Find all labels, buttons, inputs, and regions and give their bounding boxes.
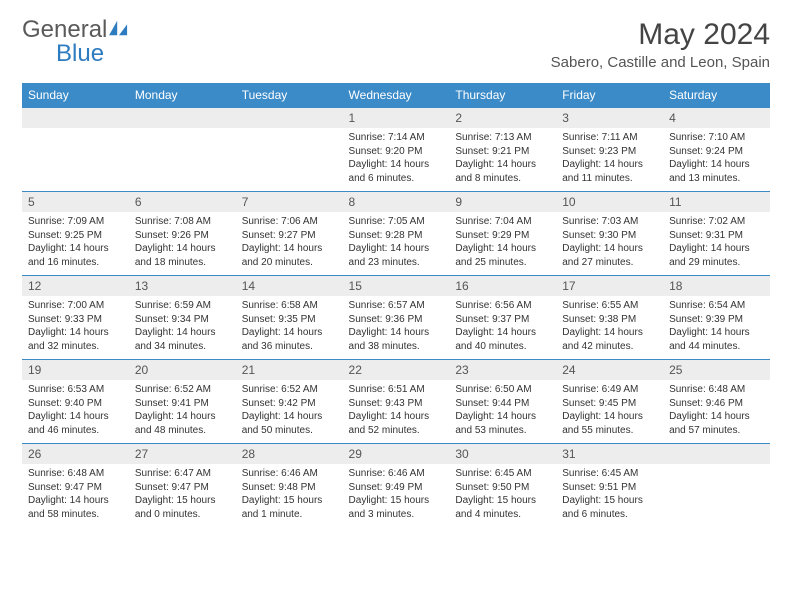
info-row: Sunrise: 6:53 AMSunset: 9:40 PMDaylight:… xyxy=(22,380,770,444)
day-number xyxy=(663,444,770,465)
daynum-row: 262728293031 xyxy=(22,444,770,465)
daynum-row: 12131415161718 xyxy=(22,276,770,297)
day-number: 3 xyxy=(556,108,663,129)
logo: GeneralBlue xyxy=(22,18,129,66)
day-number: 5 xyxy=(22,192,129,213)
weekday-header: Friday xyxy=(556,83,663,108)
day-info xyxy=(663,464,770,527)
day-number: 17 xyxy=(556,276,663,297)
day-number: 10 xyxy=(556,192,663,213)
info-row: Sunrise: 6:48 AMSunset: 9:47 PMDaylight:… xyxy=(22,464,770,527)
day-number: 12 xyxy=(22,276,129,297)
title-block: May 2024 Sabero, Castille and Leon, Spai… xyxy=(551,18,770,71)
day-number: 21 xyxy=(236,360,343,381)
day-number: 1 xyxy=(343,108,450,129)
location-text: Sabero, Castille and Leon, Spain xyxy=(551,54,770,71)
day-number: 8 xyxy=(343,192,450,213)
day-info: Sunrise: 6:48 AMSunset: 9:46 PMDaylight:… xyxy=(663,380,770,444)
day-info: Sunrise: 6:55 AMSunset: 9:38 PMDaylight:… xyxy=(556,296,663,360)
day-number: 9 xyxy=(449,192,556,213)
day-info: Sunrise: 6:57 AMSunset: 9:36 PMDaylight:… xyxy=(343,296,450,360)
day-info: Sunrise: 7:08 AMSunset: 9:26 PMDaylight:… xyxy=(129,212,236,276)
day-info: Sunrise: 7:04 AMSunset: 9:29 PMDaylight:… xyxy=(449,212,556,276)
day-info: Sunrise: 7:13 AMSunset: 9:21 PMDaylight:… xyxy=(449,128,556,192)
day-info: Sunrise: 6:49 AMSunset: 9:45 PMDaylight:… xyxy=(556,380,663,444)
day-number: 11 xyxy=(663,192,770,213)
day-number: 28 xyxy=(236,444,343,465)
day-info: Sunrise: 6:45 AMSunset: 9:51 PMDaylight:… xyxy=(556,464,663,527)
daynum-row: 19202122232425 xyxy=(22,360,770,381)
day-info: Sunrise: 7:02 AMSunset: 9:31 PMDaylight:… xyxy=(663,212,770,276)
day-number: 30 xyxy=(449,444,556,465)
day-number: 4 xyxy=(663,108,770,129)
day-info: Sunrise: 7:00 AMSunset: 9:33 PMDaylight:… xyxy=(22,296,129,360)
weekday-header: Saturday xyxy=(663,83,770,108)
day-number: 14 xyxy=(236,276,343,297)
day-number: 27 xyxy=(129,444,236,465)
day-info: Sunrise: 6:46 AMSunset: 9:48 PMDaylight:… xyxy=(236,464,343,527)
logo-sail-icon xyxy=(109,18,129,42)
weekday-header: Monday xyxy=(129,83,236,108)
logo-text-general: General xyxy=(22,16,107,43)
day-info xyxy=(236,128,343,192)
day-number: 24 xyxy=(556,360,663,381)
day-number: 16 xyxy=(449,276,556,297)
day-info: Sunrise: 6:53 AMSunset: 9:40 PMDaylight:… xyxy=(22,380,129,444)
calendar-table: Sunday Monday Tuesday Wednesday Thursday… xyxy=(22,83,770,527)
daynum-row: 1234 xyxy=(22,108,770,129)
info-row: Sunrise: 7:00 AMSunset: 9:33 PMDaylight:… xyxy=(22,296,770,360)
weekday-header: Sunday xyxy=(22,83,129,108)
day-number: 23 xyxy=(449,360,556,381)
day-info: Sunrise: 6:54 AMSunset: 9:39 PMDaylight:… xyxy=(663,296,770,360)
day-number: 22 xyxy=(343,360,450,381)
day-info: Sunrise: 6:48 AMSunset: 9:47 PMDaylight:… xyxy=(22,464,129,527)
day-number: 13 xyxy=(129,276,236,297)
day-info xyxy=(22,128,129,192)
day-number: 2 xyxy=(449,108,556,129)
weekday-header: Wednesday xyxy=(343,83,450,108)
day-number xyxy=(22,108,129,129)
day-info: Sunrise: 7:14 AMSunset: 9:20 PMDaylight:… xyxy=(343,128,450,192)
day-number: 15 xyxy=(343,276,450,297)
day-info: Sunrise: 6:59 AMSunset: 9:34 PMDaylight:… xyxy=(129,296,236,360)
weekday-header-row: Sunday Monday Tuesday Wednesday Thursday… xyxy=(22,83,770,108)
day-info: Sunrise: 7:05 AMSunset: 9:28 PMDaylight:… xyxy=(343,212,450,276)
day-number: 7 xyxy=(236,192,343,213)
day-number: 20 xyxy=(129,360,236,381)
day-info: Sunrise: 7:09 AMSunset: 9:25 PMDaylight:… xyxy=(22,212,129,276)
day-number xyxy=(236,108,343,129)
weekday-header: Thursday xyxy=(449,83,556,108)
day-info: Sunrise: 6:47 AMSunset: 9:47 PMDaylight:… xyxy=(129,464,236,527)
day-info: Sunrise: 7:11 AMSunset: 9:23 PMDaylight:… xyxy=(556,128,663,192)
day-info: Sunrise: 7:10 AMSunset: 9:24 PMDaylight:… xyxy=(663,128,770,192)
day-info: Sunrise: 6:51 AMSunset: 9:43 PMDaylight:… xyxy=(343,380,450,444)
day-number: 29 xyxy=(343,444,450,465)
header: GeneralBlue May 2024 Sabero, Castille an… xyxy=(22,18,770,71)
daynum-row: 567891011 xyxy=(22,192,770,213)
day-info: Sunrise: 6:50 AMSunset: 9:44 PMDaylight:… xyxy=(449,380,556,444)
day-info xyxy=(129,128,236,192)
day-info: Sunrise: 6:46 AMSunset: 9:49 PMDaylight:… xyxy=(343,464,450,527)
weekday-header: Tuesday xyxy=(236,83,343,108)
month-title: May 2024 xyxy=(551,18,770,52)
day-number: 25 xyxy=(663,360,770,381)
info-row: Sunrise: 7:14 AMSunset: 9:20 PMDaylight:… xyxy=(22,128,770,192)
day-info: Sunrise: 7:06 AMSunset: 9:27 PMDaylight:… xyxy=(236,212,343,276)
logo-text-blue: Blue xyxy=(56,40,104,67)
day-info: Sunrise: 6:52 AMSunset: 9:41 PMDaylight:… xyxy=(129,380,236,444)
day-number: 6 xyxy=(129,192,236,213)
day-info: Sunrise: 6:56 AMSunset: 9:37 PMDaylight:… xyxy=(449,296,556,360)
day-number: 19 xyxy=(22,360,129,381)
day-info: Sunrise: 7:03 AMSunset: 9:30 PMDaylight:… xyxy=(556,212,663,276)
day-number: 18 xyxy=(663,276,770,297)
info-row: Sunrise: 7:09 AMSunset: 9:25 PMDaylight:… xyxy=(22,212,770,276)
day-info: Sunrise: 6:58 AMSunset: 9:35 PMDaylight:… xyxy=(236,296,343,360)
day-number: 26 xyxy=(22,444,129,465)
day-number xyxy=(129,108,236,129)
day-info: Sunrise: 6:45 AMSunset: 9:50 PMDaylight:… xyxy=(449,464,556,527)
day-number: 31 xyxy=(556,444,663,465)
day-info: Sunrise: 6:52 AMSunset: 9:42 PMDaylight:… xyxy=(236,380,343,444)
